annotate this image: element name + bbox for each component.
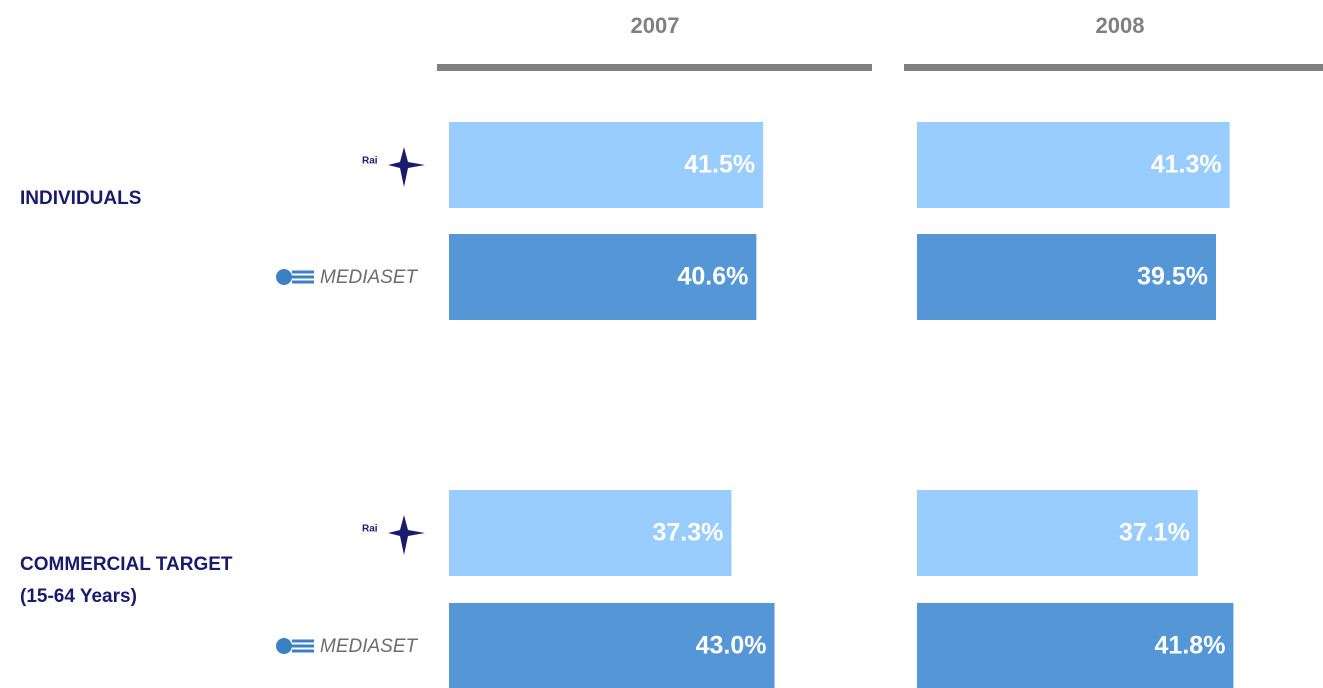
bar	[449, 122, 764, 208]
group-label: INDIVIDUALS	[20, 188, 141, 209]
logo-icon	[276, 269, 292, 285]
value-label: 37.1%	[1119, 519, 1190, 547]
logo-icon	[276, 638, 292, 654]
bar	[917, 234, 1217, 320]
panel-header: 2008	[1096, 13, 1145, 38]
value-label: 41.8%	[1155, 632, 1226, 660]
value-label: 37.3%	[652, 519, 723, 547]
bar	[449, 234, 757, 320]
panel-rule	[904, 64, 1323, 71]
bar	[917, 122, 1230, 208]
bar	[917, 603, 1234, 688]
series-logo: Rai	[362, 524, 378, 535]
logo-icon-bars	[292, 639, 314, 653]
bar	[449, 490, 732, 576]
logo-star	[388, 147, 425, 187]
series-logo: MEDIASET	[320, 267, 419, 288]
group-label: COMMERCIAL TARGET	[20, 554, 233, 575]
value-label: 41.3%	[1151, 151, 1222, 179]
value-label: 43.0%	[696, 632, 767, 660]
value-label: 39.5%	[1137, 263, 1208, 291]
group-label: (15-64 Years)	[20, 586, 137, 607]
value-label: 40.6%	[677, 263, 748, 291]
value-label: 41.5%	[684, 151, 755, 179]
logo-icon-bars	[292, 270, 314, 284]
series-logo: MEDIASET	[320, 636, 419, 657]
panel-rule	[437, 64, 872, 71]
series-logo: Rai	[362, 156, 378, 167]
bar	[917, 490, 1198, 576]
logo-star	[388, 515, 425, 555]
bar	[449, 603, 775, 688]
panel-header: 2007	[631, 13, 680, 38]
